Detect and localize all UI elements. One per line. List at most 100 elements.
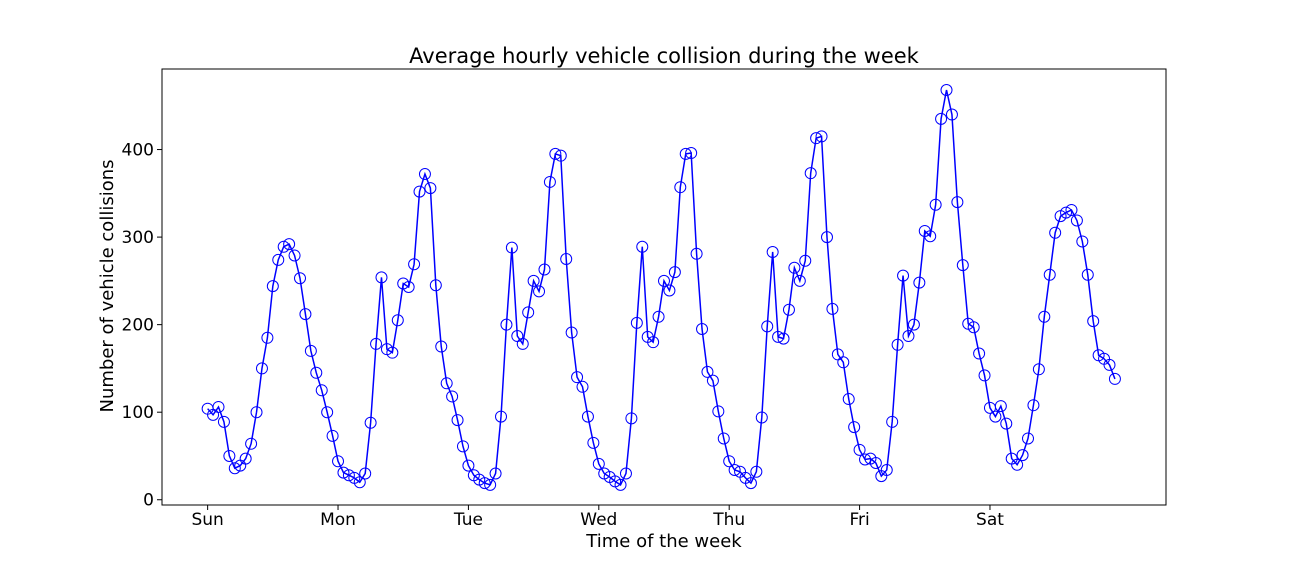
data-point xyxy=(1000,417,1013,430)
x-tick-label: Wed xyxy=(580,510,617,530)
data-point xyxy=(935,112,948,125)
data-point xyxy=(500,318,513,331)
x-tick-label: Sun xyxy=(191,510,223,530)
data-point xyxy=(424,182,437,195)
data-point xyxy=(891,338,904,351)
data-point xyxy=(886,415,899,428)
data-point xyxy=(658,274,670,287)
data-point xyxy=(272,253,285,266)
x-tick-label: Sat xyxy=(976,510,1004,530)
data-point xyxy=(668,266,681,279)
data-point xyxy=(239,452,252,465)
data-point xyxy=(370,337,383,350)
data-point xyxy=(217,415,230,428)
data-point xyxy=(402,281,415,293)
data-point xyxy=(1076,235,1089,248)
y-tick-label: 200 xyxy=(122,316,154,336)
data-point xyxy=(782,303,795,316)
data-point xyxy=(685,147,698,160)
data-point xyxy=(945,108,958,121)
data-point xyxy=(299,308,312,321)
data-point xyxy=(565,326,578,339)
data-point xyxy=(696,323,709,336)
data-point xyxy=(549,147,562,160)
data-point xyxy=(576,380,589,393)
data-point xyxy=(978,369,991,382)
x-tick-label: Tue xyxy=(453,510,483,530)
data-point xyxy=(636,240,649,253)
data-point xyxy=(674,181,687,194)
data-point xyxy=(337,466,350,479)
data-point xyxy=(413,185,426,198)
data-point xyxy=(315,384,328,397)
data-point xyxy=(951,196,964,209)
data-point xyxy=(440,377,453,390)
y-tick-label: 400 xyxy=(122,141,154,161)
data-point xyxy=(1038,310,1051,323)
data-point xyxy=(826,302,839,315)
data-point xyxy=(1060,206,1073,219)
data-point xyxy=(907,318,920,331)
data-point xyxy=(266,280,279,293)
data-point xyxy=(408,258,421,271)
data-point xyxy=(848,421,861,434)
data-point xyxy=(554,149,567,162)
data-point xyxy=(706,374,719,387)
data-point xyxy=(1103,358,1116,371)
data-point xyxy=(435,340,448,353)
chart-title: Average hourly vehicle collision during … xyxy=(409,44,919,68)
data-point xyxy=(1043,268,1056,281)
axes-frame xyxy=(161,68,1167,506)
data-point xyxy=(571,371,584,384)
data-point xyxy=(581,410,594,423)
data-point xyxy=(810,132,823,145)
data-point xyxy=(456,440,469,453)
data-point xyxy=(364,416,377,429)
data-point xyxy=(223,449,236,462)
axes: Sun Mon Tue Wed Thu Fri Sat 0 100 200 300 400 xyxy=(122,68,1167,530)
data-point xyxy=(880,463,893,476)
x-tick-label: Thu xyxy=(712,510,745,530)
data-point xyxy=(592,457,605,470)
data-point xyxy=(1016,449,1029,462)
data-point xyxy=(277,240,290,253)
y-tick-label: 300 xyxy=(122,228,154,248)
data-point xyxy=(929,198,942,211)
data-point xyxy=(777,332,790,345)
data-point xyxy=(994,400,1007,413)
data-point xyxy=(543,175,556,188)
data-point xyxy=(261,331,274,344)
data-point xyxy=(495,410,508,423)
x-tick-label: Fri xyxy=(849,510,869,530)
data-point xyxy=(701,365,714,378)
data-point xyxy=(804,167,817,180)
data-point xyxy=(1070,214,1083,227)
data-point xyxy=(967,321,980,334)
data-point xyxy=(391,314,404,327)
plot-area xyxy=(201,84,1121,491)
data-point xyxy=(533,285,546,298)
data-point xyxy=(793,274,806,287)
data-point xyxy=(478,477,491,490)
data-point xyxy=(294,272,306,285)
data-point xyxy=(723,455,736,468)
data-point xyxy=(245,437,258,450)
data-point xyxy=(353,476,366,489)
data-point xyxy=(1011,458,1024,471)
data-point xyxy=(522,306,535,319)
data-point xyxy=(587,436,600,449)
data-point xyxy=(614,478,627,491)
data-point xyxy=(429,279,442,292)
data-point xyxy=(516,337,529,350)
data-point xyxy=(288,249,301,262)
data-point xyxy=(750,465,763,478)
data-point xyxy=(484,478,497,491)
data-point xyxy=(679,147,692,160)
data-point xyxy=(505,241,518,254)
data-point xyxy=(451,414,464,427)
data-point xyxy=(228,462,241,475)
data-point xyxy=(842,393,855,406)
data-point xyxy=(663,284,676,297)
data-point xyxy=(1081,268,1094,281)
